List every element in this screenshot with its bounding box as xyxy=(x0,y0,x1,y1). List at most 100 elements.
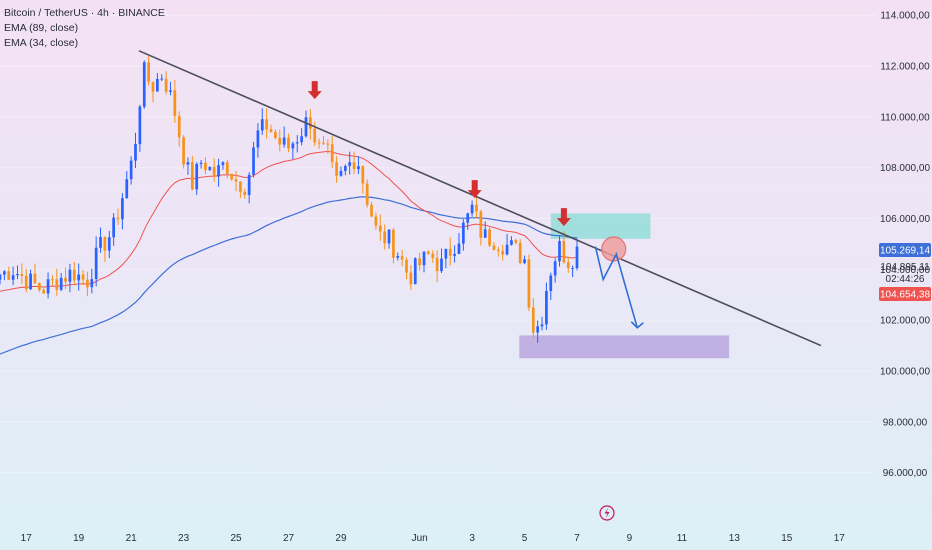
candles xyxy=(0,56,579,343)
candle-body xyxy=(142,62,146,107)
trendline[interactable] xyxy=(138,50,822,347)
x-tick-label: Jun xyxy=(412,533,428,544)
candle-body xyxy=(221,162,225,166)
candle-body xyxy=(234,179,238,182)
candle-body xyxy=(260,119,264,131)
ema-34-line xyxy=(0,150,578,292)
candle-body xyxy=(182,137,185,165)
candle-body xyxy=(177,116,181,138)
y-tick-label: 102.000,00 xyxy=(880,316,930,327)
x-tick-label: 25 xyxy=(230,533,242,544)
candle-body xyxy=(475,204,478,212)
candle-body xyxy=(527,259,531,308)
resistance-zone xyxy=(550,213,651,239)
down-arrow-icon xyxy=(467,180,482,199)
x-tick-label: 19 xyxy=(73,533,85,544)
down-arrow-icon xyxy=(556,208,571,227)
candle-body xyxy=(29,273,32,290)
candle-body xyxy=(94,247,98,280)
candle-body xyxy=(361,166,365,184)
candle-body xyxy=(77,274,81,281)
candle-body xyxy=(304,117,308,137)
candle-body xyxy=(427,251,430,254)
ema89-tag: 105.269,14 xyxy=(880,246,930,257)
time-axis[interactable]: 17 19 21 23 25 27 29 Jun 3 5 7 9 11 13 15 17 xyxy=(21,533,846,544)
candle-body xyxy=(505,244,509,255)
candle-body xyxy=(348,162,352,166)
candle-body xyxy=(317,142,321,144)
y-tick-label: 114.000,00 xyxy=(880,11,930,22)
candle-body xyxy=(7,271,11,280)
lightning-icon[interactable] xyxy=(599,505,615,521)
candle-body xyxy=(156,78,159,92)
candle-body xyxy=(99,237,102,248)
candle-body xyxy=(256,130,260,148)
candle-body xyxy=(339,170,343,176)
x-tick-label: 5 xyxy=(522,533,528,544)
candle-body xyxy=(405,259,408,273)
price-axis[interactable]: 96.000,00 98.000,00 100.000,00 102.000,00 10… xyxy=(880,11,930,479)
y-tick-label: 112.000,00 xyxy=(880,62,930,73)
last-price-tag: 104.895,11 xyxy=(880,262,930,273)
candle-body xyxy=(562,241,566,263)
candle-body xyxy=(252,147,255,175)
candle-body xyxy=(64,277,67,282)
y-tick-label: 98.000,00 xyxy=(883,417,928,428)
ema34-tag-bg xyxy=(879,287,931,301)
candle-body xyxy=(558,241,561,262)
x-tick-label: 3 xyxy=(469,533,475,544)
candle-body xyxy=(413,258,417,285)
candle-body xyxy=(103,237,107,251)
x-tick-label: 13 xyxy=(729,533,741,544)
candle-body xyxy=(514,240,518,243)
x-tick-label: 23 xyxy=(178,533,190,544)
y-tick-label: 106.000,00 xyxy=(880,214,930,225)
candle-body xyxy=(225,162,229,174)
candle-body xyxy=(265,119,269,130)
candle-body xyxy=(151,81,155,92)
ema89-legend[interactable]: EMA (89, close) xyxy=(4,22,79,34)
x-tick-label: 7 xyxy=(574,533,580,544)
candle-body xyxy=(470,204,474,214)
candle-body xyxy=(121,198,124,220)
candle-body xyxy=(313,128,317,143)
candle-body xyxy=(3,271,6,275)
ema34-legend[interactable]: EMA (34, close) xyxy=(4,37,79,49)
candle-body xyxy=(278,137,282,145)
candle-body xyxy=(330,144,334,163)
candle-body xyxy=(448,248,452,256)
candle-body xyxy=(409,272,413,285)
candle-body xyxy=(125,179,129,199)
candle-body xyxy=(134,144,137,161)
candle-body xyxy=(51,279,54,281)
candle-body xyxy=(461,222,465,244)
candle-body xyxy=(488,229,491,246)
candle-body xyxy=(540,324,544,327)
candle-body xyxy=(523,259,526,264)
y-tick-label: 104.000,00 xyxy=(880,265,930,276)
candle-body xyxy=(173,90,177,117)
symbol-title[interactable]: Bitcoin / TetherUS · 4h · BINANCE xyxy=(4,7,165,19)
candle-body xyxy=(138,106,142,145)
candle-body xyxy=(400,256,404,260)
price-tags: 105.269,14 104.895,11 02:44:26 104.654,3… xyxy=(879,243,931,301)
candle-body xyxy=(483,229,487,238)
candle-body xyxy=(300,136,303,143)
candle-body xyxy=(466,213,470,223)
candle-body xyxy=(453,253,456,256)
x-tick-label: 9 xyxy=(627,533,633,544)
candle-body xyxy=(190,162,194,190)
candle-body xyxy=(20,274,24,276)
candle-body xyxy=(531,307,535,333)
candle-body xyxy=(55,279,59,290)
candle-body xyxy=(501,250,505,255)
candle-body xyxy=(208,166,212,171)
candle-body xyxy=(33,273,37,284)
candle-body xyxy=(392,229,395,258)
candle-body xyxy=(86,279,89,288)
candle-body xyxy=(81,274,85,280)
candle-body xyxy=(68,269,72,282)
candle-body xyxy=(370,204,373,217)
candle-body xyxy=(16,274,19,276)
